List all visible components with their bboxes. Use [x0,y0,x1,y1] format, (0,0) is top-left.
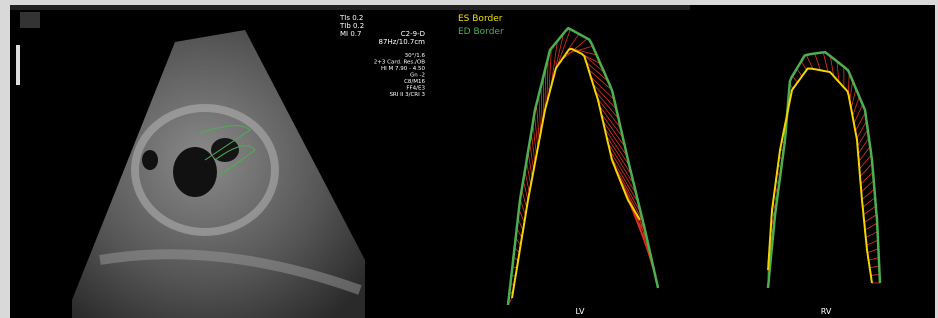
readout: TIb 0.2 [339,22,364,30]
logo [20,12,40,28]
setting: FF4/E3 [406,86,425,92]
setting: 30°/1.6 [405,53,426,59]
setting: C2-9-D [401,30,425,38]
panel-label: LV [575,307,585,316]
top-strip [10,5,690,10]
setting: C8/M16 [404,79,425,85]
setting: 87Hz/10.7cm [379,38,426,46]
screen: TIs 0.2TIb 0.2MI 0.7 C2-9-D87Hz/10.7cm 30… [0,0,938,318]
legend-es: ES Border [458,14,503,24]
chamber [142,150,158,170]
gray-bar [16,45,20,85]
setting: SRI II 3/CRI 3 [389,92,425,98]
legend-ed: ED Border [458,27,504,37]
readout: MI 0.7 [340,30,361,38]
setting: 2+3 Card. Res./OB [374,60,425,66]
setting: Gn -2 [410,73,425,79]
chamber [211,138,239,162]
chamber [173,147,217,197]
page: TIs 0.2TIb 0.2MI 0.7 C2-9-D87Hz/10.7cm 30… [0,0,938,318]
panel-label: RV [821,307,832,316]
readout: TIs 0.2 [339,14,363,22]
setting: HI M 7.90 - 4.50 [381,66,425,72]
